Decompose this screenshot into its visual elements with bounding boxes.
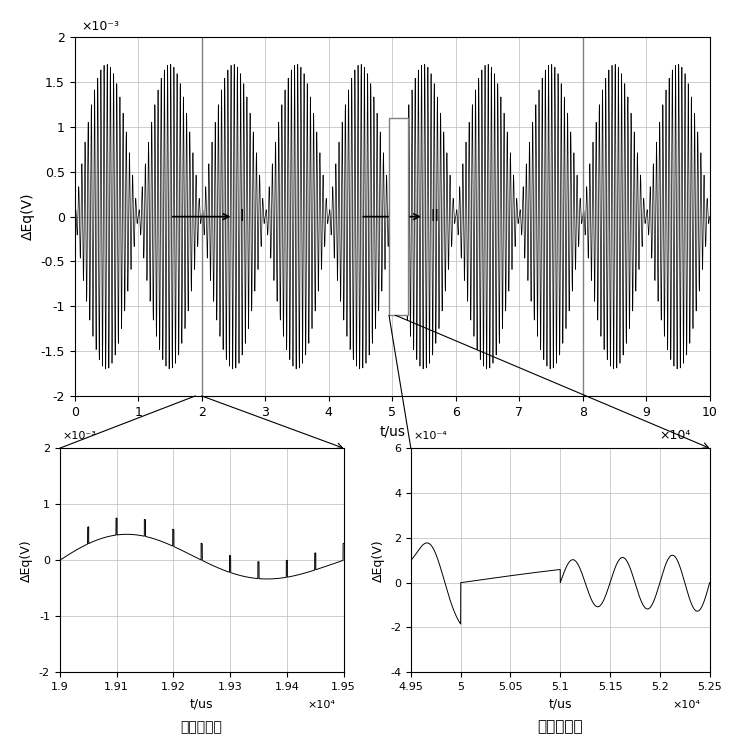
- X-axis label: t/us: t/us: [548, 698, 572, 710]
- Text: ×10⁴: ×10⁴: [673, 700, 701, 710]
- Text: ×10⁴: ×10⁴: [307, 700, 335, 710]
- Y-axis label: ΔEq(V): ΔEq(V): [371, 539, 385, 582]
- Text: ×10⁻³: ×10⁻³: [81, 20, 119, 33]
- Y-axis label: ΔEq(V): ΔEq(V): [21, 193, 35, 241]
- Title: 局部放大图: 局部放大图: [181, 720, 223, 734]
- Text: ×10⁻⁴: ×10⁻⁴: [414, 431, 447, 441]
- Title: 局部放大图: 局部放大图: [537, 719, 583, 734]
- Text: II: II: [430, 209, 439, 224]
- Bar: [389, 118, 408, 315]
- X-axis label: t/us: t/us: [379, 424, 405, 438]
- Text: I: I: [240, 209, 244, 224]
- X-axis label: t/us: t/us: [190, 698, 214, 710]
- Text: ×10⁴: ×10⁴: [659, 429, 690, 442]
- Text: ×10⁻³: ×10⁻³: [63, 431, 96, 441]
- Y-axis label: ΔEq(V): ΔEq(V): [20, 539, 34, 582]
